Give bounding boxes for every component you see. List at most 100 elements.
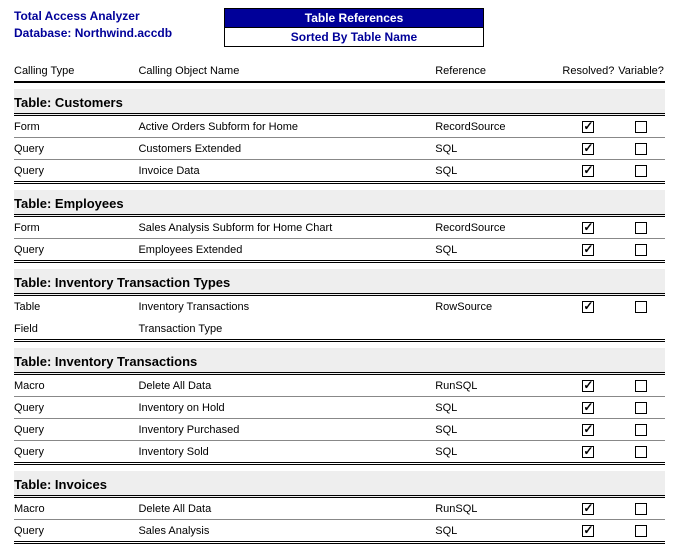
- cell-resolved: [560, 221, 617, 233]
- cell-object: Transaction Type: [138, 323, 435, 335]
- group-header: Table: Employees: [14, 190, 665, 217]
- cell-variable: [617, 301, 665, 313]
- col-reference: Reference: [435, 65, 559, 77]
- group-header: Table: Inventory Transactions: [14, 348, 665, 375]
- checkbox: [582, 165, 594, 177]
- checkbox: [582, 424, 594, 436]
- cell-type: Macro: [14, 380, 138, 392]
- cell-type: Table: [14, 301, 138, 313]
- cell-resolved: [560, 142, 617, 154]
- group-header: Table: Customers: [14, 89, 665, 116]
- cell-type: Query: [14, 446, 138, 458]
- cell-variable: [617, 524, 665, 536]
- cell-resolved: [560, 524, 617, 536]
- cell-type: Query: [14, 402, 138, 414]
- cell-variable: [617, 379, 665, 391]
- cell-object: Inventory Transactions: [138, 301, 435, 313]
- cell-type: Query: [14, 525, 138, 537]
- cell-object: Delete All Data: [138, 380, 435, 392]
- cell-object: Inventory on Hold: [138, 402, 435, 414]
- table-row: QueryInventory on HoldSQL: [14, 397, 665, 419]
- col-variable: Variable?: [617, 65, 665, 77]
- checkbox: [635, 121, 647, 133]
- checkbox: [582, 503, 594, 515]
- checkbox: [582, 143, 594, 155]
- cell-reference: RowSource: [435, 301, 559, 313]
- group-header: Table: Inventory Transaction Types: [14, 269, 665, 296]
- cell-type: Query: [14, 165, 138, 177]
- checkbox: [582, 380, 594, 392]
- checkbox: [635, 143, 647, 155]
- cell-variable: [617, 502, 665, 514]
- checkbox: [582, 121, 594, 133]
- table-row: FormSales Analysis Subform for Home Char…: [14, 217, 665, 239]
- cell-object: Customers Extended: [138, 143, 435, 155]
- cell-reference: RecordSource: [435, 121, 559, 133]
- cell-reference: SQL: [435, 446, 559, 458]
- cell-resolved: [560, 445, 617, 457]
- checkbox: [582, 222, 594, 234]
- checkbox: [635, 380, 647, 392]
- checkbox: [582, 301, 594, 313]
- cell-resolved: [560, 401, 617, 413]
- table-row: MacroDelete All DataRunSQL: [14, 498, 665, 520]
- group-end-rule: [14, 260, 665, 263]
- checkbox: [582, 244, 594, 256]
- cell-type: Macro: [14, 503, 138, 515]
- cell-type: Query: [14, 424, 138, 436]
- cell-resolved: [560, 120, 617, 132]
- cell-variable: [617, 401, 665, 413]
- cell-object: Employees Extended: [138, 244, 435, 256]
- col-calling-type: Calling Type: [14, 65, 138, 77]
- header-center: Table References Sorted By Table Name: [224, 8, 484, 47]
- cell-object: Sales Analysis: [138, 525, 435, 537]
- cell-reference: RunSQL: [435, 380, 559, 392]
- table-row: QueryInvoice DataSQL: [14, 160, 665, 182]
- product-name: Total Access Analyzer: [14, 8, 224, 25]
- group-end-rule: [14, 541, 665, 544]
- cell-type: Form: [14, 222, 138, 234]
- checkbox: [635, 424, 647, 436]
- cell-reference: RecordSource: [435, 222, 559, 234]
- table-row: FormActive Orders Subform for HomeRecord…: [14, 116, 665, 138]
- table-row: MacroDelete All DataRunSQL: [14, 375, 665, 397]
- header-left: Total Access Analyzer Database: Northwin…: [14, 8, 224, 42]
- cell-resolved: [560, 164, 617, 176]
- checkbox: [635, 446, 647, 458]
- cell-reference: SQL: [435, 525, 559, 537]
- cell-resolved: [560, 379, 617, 391]
- cell-type: Field: [14, 323, 138, 335]
- report-header: Total Access Analyzer Database: Northwin…: [14, 8, 665, 47]
- table-row-sub: FieldTransaction Type: [14, 318, 665, 340]
- cell-variable: [617, 120, 665, 132]
- checkbox: [635, 165, 647, 177]
- checkbox: [635, 301, 647, 313]
- cell-variable: [617, 423, 665, 435]
- cell-reference: RunSQL: [435, 503, 559, 515]
- checkbox: [635, 222, 647, 234]
- cell-type: Query: [14, 244, 138, 256]
- col-resolved: Resolved?: [560, 65, 617, 77]
- cell-reference: SQL: [435, 424, 559, 436]
- cell-variable: [617, 243, 665, 255]
- cell-resolved: [560, 301, 617, 313]
- cell-resolved: [560, 502, 617, 514]
- col-calling-object: Calling Object Name: [138, 65, 435, 77]
- checkbox: [635, 503, 647, 515]
- column-headers: Calling Type Calling Object Name Referen…: [14, 65, 665, 83]
- cell-object: Inventory Sold: [138, 446, 435, 458]
- group-end-rule: [14, 339, 665, 342]
- cell-type: Form: [14, 121, 138, 133]
- checkbox: [582, 402, 594, 414]
- cell-object: Inventory Purchased: [138, 424, 435, 436]
- cell-reference: SQL: [435, 402, 559, 414]
- report-body: Table: CustomersFormActive Orders Subfor…: [14, 89, 665, 544]
- report-title: Table References: [224, 8, 484, 28]
- checkbox: [635, 244, 647, 256]
- cell-object: Active Orders Subform for Home: [138, 121, 435, 133]
- database-name: Database: Northwind.accdb: [14, 25, 224, 42]
- group-end-rule: [14, 181, 665, 184]
- table-row: QueryInventory PurchasedSQL: [14, 419, 665, 441]
- table-row: QueryInventory SoldSQL: [14, 441, 665, 463]
- cell-reference: SQL: [435, 143, 559, 155]
